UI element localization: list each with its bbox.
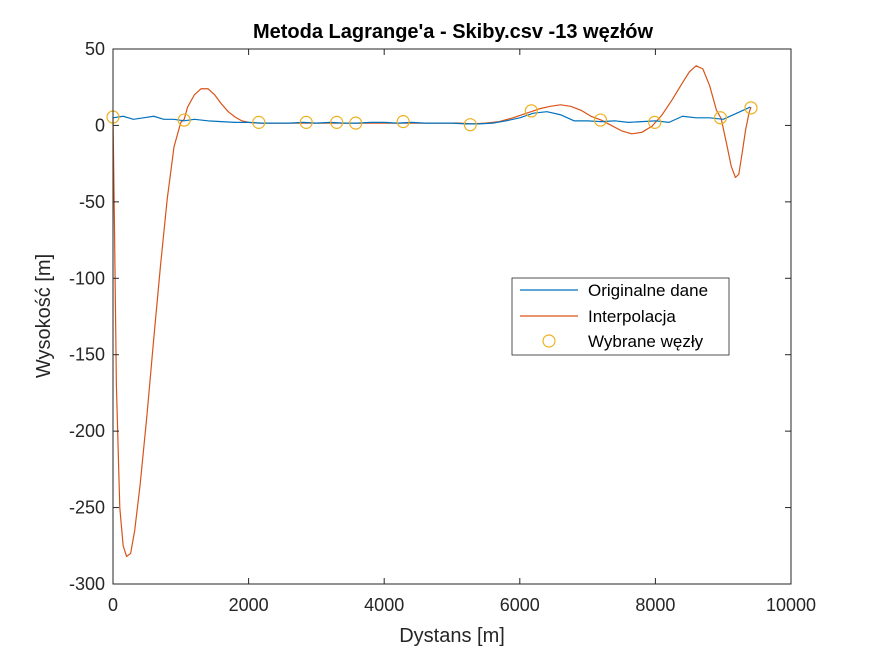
y-tick-label: -50	[79, 192, 105, 212]
y-tick-label: -300	[69, 574, 105, 594]
y-axis-label: Wysokość [m]	[33, 254, 55, 378]
legend: Originalne dane Interpolacja Wybrane węzły	[511, 277, 730, 356]
node-marker	[396, 115, 410, 129]
node-marker	[299, 115, 313, 129]
plot-box	[112, 48, 792, 585]
node-marker	[648, 115, 662, 129]
y-tick-label: 50	[85, 39, 105, 59]
node-marker	[463, 118, 477, 132]
node-marker	[349, 116, 363, 130]
chart-title: Metoda Lagrange'a - Skiby.csv -13 węzłów	[253, 21, 654, 43]
legend-label-2: Wybrane węzły	[588, 332, 704, 351]
x-tick-label: 6000	[500, 595, 540, 615]
legend-label-0: Originalne dane	[588, 281, 708, 300]
x-tick-label: 8000	[635, 595, 675, 615]
x-tick-label: 10000	[766, 595, 816, 615]
y-tick-label: 0	[95, 115, 105, 135]
node-marker	[524, 104, 538, 118]
node-marker	[744, 101, 758, 115]
legend-swatch-2	[542, 334, 556, 348]
node-marker	[593, 113, 608, 127]
node-marker	[330, 115, 344, 129]
x-tick-label: 4000	[364, 595, 404, 615]
node-marker	[713, 111, 728, 125]
series-line-0	[112, 106, 751, 125]
series-layer	[106, 65, 758, 558]
legend-label-1: Interpolacja	[588, 307, 676, 326]
x-tick-label: 0	[108, 595, 118, 615]
y-tick-label: -250	[69, 498, 105, 518]
y-tick-label: -100	[69, 268, 105, 288]
y-tick-label: -200	[69, 421, 105, 441]
node-marker	[252, 115, 266, 129]
node-marker	[177, 113, 191, 127]
x-tick-label: 2000	[229, 595, 269, 615]
x-axis-label: Dystans [m]	[399, 625, 505, 647]
legend-items: Originalne dane Interpolacja Wybrane węzły	[520, 281, 708, 351]
y-tick-label: -150	[69, 345, 105, 365]
ticks-layer: 0 2000 4000 6000 8000 10000 -300 -250 -200 -150 -1…	[69, 39, 816, 615]
